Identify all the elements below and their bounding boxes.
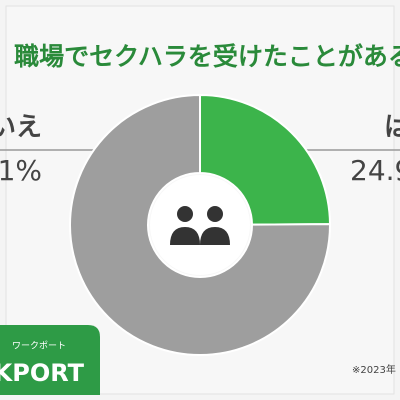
donut-hole — [150, 175, 250, 275]
donut — [69, 93, 332, 356]
footnote: ※2023年 — [352, 363, 396, 376]
people-icon — [170, 206, 230, 245]
brand-name: WORKPORT — [0, 359, 85, 387]
value-label: 75.1% — [0, 154, 42, 187]
brand-badge — [0, 325, 100, 395]
category-label: いいえ — [0, 113, 42, 143]
brand-kana: ワークポート — [12, 341, 66, 352]
chart-title: 職場でセクハラを受けたことがあるか — [14, 42, 400, 71]
value-label: 24.9% — [350, 154, 400, 187]
category-label: はい — [384, 113, 400, 143]
slice — [69, 93, 331, 356]
slice — [199, 93, 332, 226]
